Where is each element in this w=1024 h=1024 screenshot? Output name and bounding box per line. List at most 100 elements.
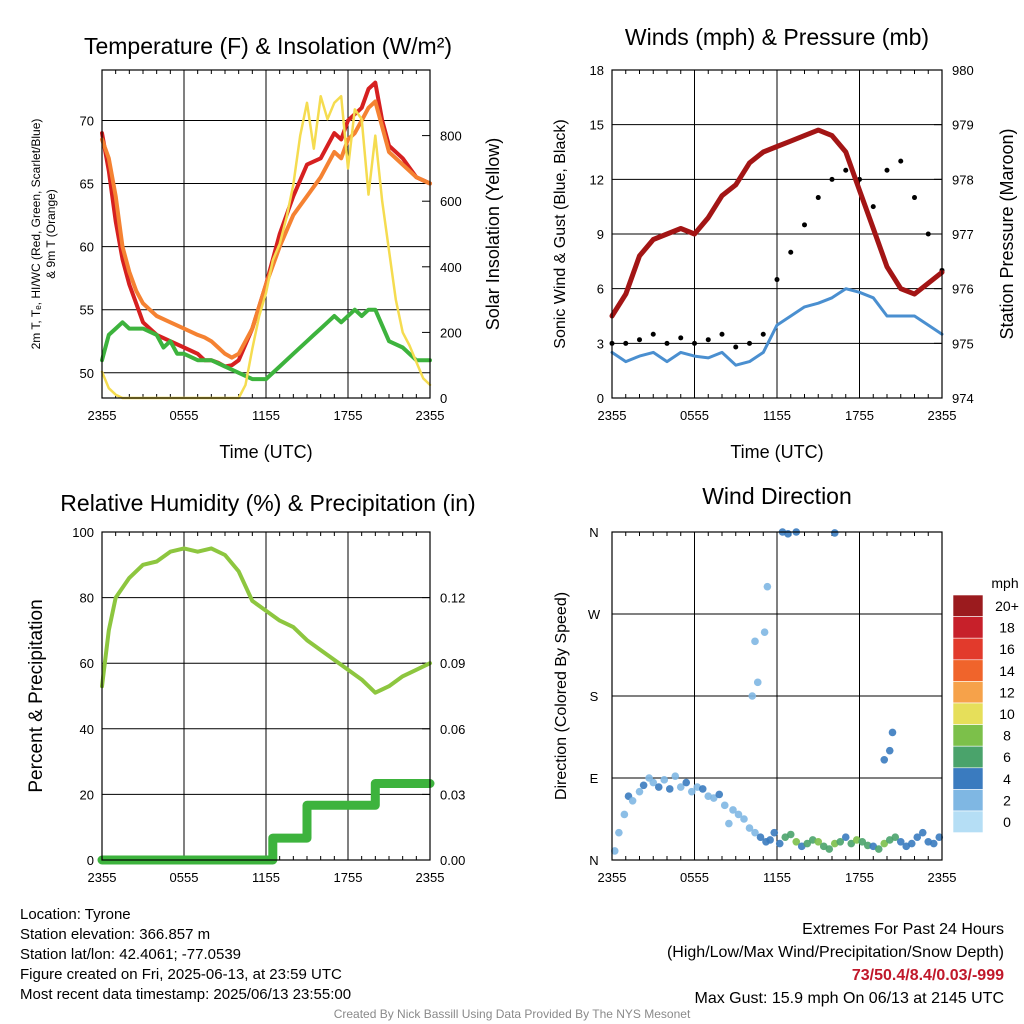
winds-xtick-label: 2355 — [598, 408, 627, 423]
dir-point — [687, 787, 696, 796]
temp-y2tick-label: 800 — [440, 129, 462, 144]
station-info: Location: Tyrone Station elevation: 366.… — [20, 905, 351, 1005]
winds-ytick-label: 0 — [597, 391, 604, 406]
dir-point — [615, 828, 623, 837]
dir-point — [858, 837, 867, 846]
dir-point — [698, 785, 707, 793]
dir-xtick-label: 2355 — [928, 870, 957, 885]
rh-y2tick-label: 0.12 — [440, 591, 465, 606]
winds-gust-point — [829, 176, 835, 182]
dir-point — [784, 530, 792, 538]
dir-point — [891, 833, 900, 842]
dir-point — [709, 794, 718, 802]
temp-ylabel-right: Solar Insolation (Yellow) — [483, 138, 503, 330]
colorbar-label: 16 — [999, 641, 1015, 657]
humidity-chart: 2355 0555 1155 1755 2355 0 20 40 60 80 100 0.00 0.03… — [26, 490, 476, 885]
dir-title: Wind Direction — [702, 483, 852, 509]
dir-point — [814, 837, 823, 846]
temp-xtick-label: 1155 — [252, 408, 280, 423]
winds-ytick-label: 9 — [597, 227, 604, 242]
dir-point — [751, 637, 759, 646]
winds-y2tick-label: 977 — [952, 227, 974, 242]
winds-title: Winds (mph) & Pressure (mb) — [625, 24, 929, 50]
winds-ylabel-left: Sonic Wind & Gust (Blue, Black) — [552, 119, 569, 348]
winds-series-station-pressure — [609, 127, 945, 319]
dir-point — [740, 815, 748, 823]
rh-ytick-label: 20 — [80, 787, 94, 802]
winds-chart: 2355 0555 1155 1755 2355 0 3 6 9 12 15 18 974 975 976 9… — [552, 24, 1017, 462]
dir-point — [803, 839, 812, 848]
colorbar-swatch — [952, 637, 984, 661]
winds-ylabel-right: Station Pressure (Maroon) — [997, 128, 1017, 339]
winds-gust-point — [623, 340, 629, 346]
dir-point — [756, 833, 765, 842]
dir-point — [671, 772, 680, 780]
temp-ylabel-line2: & 9m T (Orange) — [44, 189, 58, 279]
rh-ytick-label: 80 — [80, 591, 94, 606]
winds-xtick-label: 0555 — [680, 408, 709, 423]
dir-point — [880, 839, 889, 848]
dir-point — [888, 728, 897, 737]
winds-gust-point — [692, 340, 697, 346]
colorbar-swatch — [952, 681, 984, 704]
winds-y2tick-label: 979 — [952, 118, 974, 133]
dir-point — [725, 819, 733, 828]
dir-point — [775, 839, 784, 848]
winds-ytick-label: 15 — [590, 118, 604, 133]
dir-point — [907, 839, 916, 848]
dir-ylabel-left: Direction (Colored By Speed) — [553, 592, 570, 800]
temp-xlabel: Time (UTC) — [219, 442, 312, 462]
winds-gust-point — [747, 340, 752, 346]
winds-gust-point — [884, 167, 890, 173]
temp-ytick-label: 65 — [80, 177, 94, 192]
colorbar-label: 12 — [999, 684, 1015, 700]
winds-y2tick-label: 975 — [952, 336, 974, 351]
colorbar-swatch — [952, 616, 984, 639]
rh-ytick-label: 40 — [80, 722, 94, 737]
rh-xtick-label: 0555 — [170, 870, 199, 885]
temp-ytick-label: 55 — [80, 303, 94, 318]
winds-ytick-label: 3 — [597, 336, 604, 351]
temp-ytick-label: 50 — [80, 366, 94, 381]
dir-point — [734, 810, 743, 819]
rh-series-relative-humidity — [100, 546, 432, 695]
winds-series-sonic-wind — [610, 287, 944, 367]
winds-gust-point — [760, 331, 766, 337]
dir-point — [745, 824, 754, 832]
winds-ytick-label: 6 — [597, 282, 604, 297]
colorbar-swatch — [952, 789, 984, 812]
winds-gust-point — [705, 337, 711, 343]
winds-y2tick-label: 976 — [952, 282, 974, 297]
dir-ytick-label: E — [590, 771, 599, 786]
dir-point — [751, 828, 759, 837]
info-elevation: Station elevation: 366.857 m — [20, 926, 211, 943]
dir-frame — [611, 531, 943, 861]
extremes-title: Extremes For Past 24 Hours — [802, 921, 1004, 938]
dir-point — [635, 787, 644, 796]
dir-point — [880, 755, 889, 764]
winds-ytick-label: 12 — [590, 172, 604, 187]
winds-gust-point — [898, 158, 904, 164]
dir-point — [660, 776, 669, 784]
dir-point — [682, 778, 691, 787]
winds-xlabel: Time (UTC) — [730, 442, 823, 462]
dir-point — [763, 582, 772, 591]
temp-frame — [101, 69, 431, 399]
info-created: Figure created on Fri, 2025-06-13, at 23… — [20, 966, 342, 983]
extremes-values: 73/50.4/8.4/0.03/-999 — [851, 967, 1004, 984]
colorbar-swatch — [952, 810, 984, 833]
dir-point — [825, 845, 834, 853]
footer-credit: Created By Nick Bassill Using Data Provi… — [333, 1007, 691, 1021]
winds-xtick-label: 1755 — [845, 408, 874, 423]
temp-xtick-label: 1755 — [334, 408, 363, 423]
winds-gust-point — [719, 331, 725, 337]
colorbar-label: 10 — [999, 706, 1015, 722]
colorbar-swatch — [952, 594, 984, 617]
winds-y2tick-label: 974 — [952, 391, 974, 406]
dir-point — [766, 836, 774, 844]
dir-point — [786, 830, 795, 839]
temp-series-solar-insolation — [100, 94, 432, 400]
dir-point — [665, 785, 674, 793]
winds-xtick-label: 1155 — [763, 408, 791, 423]
